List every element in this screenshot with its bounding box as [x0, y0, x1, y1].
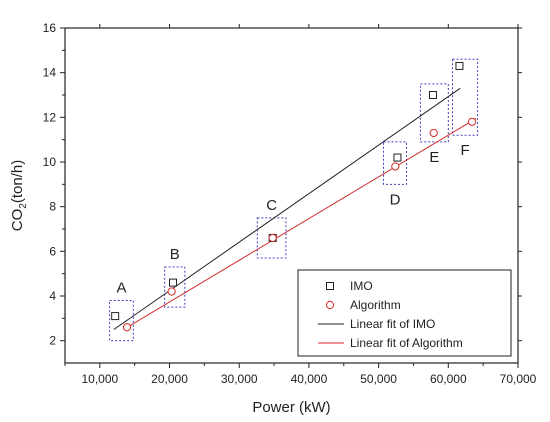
legend-label: Algorithm	[350, 298, 401, 312]
legend-imo-marker	[326, 282, 334, 290]
imo-point	[428, 91, 437, 99]
group-box-f	[451, 58, 479, 136]
legend-algorithm-marker	[325, 300, 335, 310]
y-axis-label-prefix: CO	[9, 209, 26, 232]
x-axis-label: Power (kW)	[252, 399, 330, 416]
group-label-e: E	[429, 149, 439, 166]
y-tick-label: 2	[49, 334, 56, 348]
y-axis-label-suffix: (ton/h)	[9, 160, 26, 203]
group-label-c: C	[266, 197, 277, 214]
legend-label: Linear fit of Algorithm	[350, 336, 463, 350]
imo-point	[455, 61, 464, 70]
x-tick-label: 70,000	[500, 372, 537, 386]
imo-point	[393, 153, 402, 162]
plot-frame	[64, 27, 519, 364]
group-label-b: B	[170, 246, 180, 263]
x-tick-label: 50,000	[360, 372, 397, 386]
group-box-d	[382, 141, 407, 185]
fit-line-algorithm	[123, 118, 477, 330]
y-tick-label: 4	[49, 289, 56, 303]
x-tick-label: 40,000	[291, 372, 328, 386]
legend-label: Linear fit of IMO	[350, 317, 435, 331]
algorithm-point	[122, 323, 132, 332]
algorithm-point	[429, 128, 438, 138]
x-tick-label: 30,000	[221, 372, 258, 386]
imo-point	[111, 312, 120, 321]
imo-point	[169, 278, 178, 287]
algorithm-point	[467, 117, 477, 126]
x-tick-label: 10,000	[81, 372, 118, 386]
algorithm-point	[167, 287, 176, 296]
group-box-e	[419, 83, 449, 143]
y-tick-label: 16	[43, 21, 57, 35]
y-tick-label: 12	[43, 110, 57, 124]
x-tick-label: 60,000	[430, 372, 467, 386]
group-label-a: A	[116, 279, 126, 296]
y-tick-label: 6	[49, 244, 56, 258]
y-tick-label: 10	[43, 155, 57, 169]
y-axis-label-sub: 2	[18, 203, 29, 209]
group-label-f: F	[460, 142, 469, 159]
group-box-b	[164, 266, 186, 308]
x-tick-label: 20,000	[151, 372, 188, 386]
y-tick-label: 8	[49, 200, 56, 214]
group-box-a	[109, 299, 134, 342]
y-axis-label: CO2(ton/h)	[9, 160, 29, 231]
legend-label: IMO	[350, 279, 373, 293]
group-label-d: D	[390, 191, 401, 208]
algorithm-point	[391, 162, 400, 171]
group-box-c	[256, 217, 287, 259]
algorithm-point	[268, 233, 277, 243]
y-tick-label: 14	[43, 66, 57, 80]
